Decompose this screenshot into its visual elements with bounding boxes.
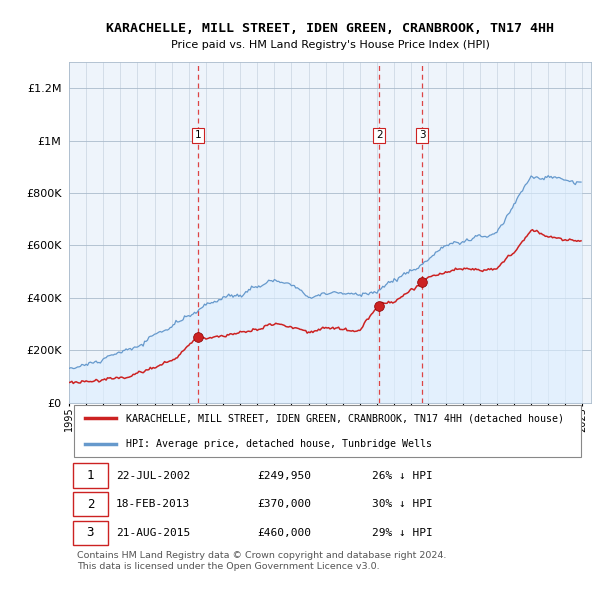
Text: 29% ↓ HPI: 29% ↓ HPI	[372, 527, 433, 537]
Text: £460,000: £460,000	[257, 527, 311, 537]
Text: 1: 1	[195, 130, 202, 140]
Text: 30% ↓ HPI: 30% ↓ HPI	[372, 499, 433, 509]
FancyBboxPatch shape	[73, 492, 108, 516]
Text: HPI: Average price, detached house, Tunbridge Wells: HPI: Average price, detached house, Tunb…	[127, 439, 433, 449]
Text: 18-FEB-2013: 18-FEB-2013	[116, 499, 190, 509]
Text: 1: 1	[86, 469, 94, 482]
FancyBboxPatch shape	[74, 405, 581, 457]
Text: 2: 2	[86, 497, 94, 510]
Text: 22-JUL-2002: 22-JUL-2002	[116, 471, 190, 480]
Text: KARACHELLE, MILL STREET, IDEN GREEN, CRANBROOK, TN17 4HH (detached house): KARACHELLE, MILL STREET, IDEN GREEN, CRA…	[127, 413, 565, 423]
Text: £249,950: £249,950	[257, 471, 311, 480]
Text: Price paid vs. HM Land Registry's House Price Index (HPI): Price paid vs. HM Land Registry's House …	[170, 40, 490, 50]
Text: 2: 2	[376, 130, 382, 140]
Text: £370,000: £370,000	[257, 499, 311, 509]
FancyBboxPatch shape	[73, 520, 108, 545]
Text: 3: 3	[419, 130, 425, 140]
Text: 21-AUG-2015: 21-AUG-2015	[116, 527, 190, 537]
Text: 26% ↓ HPI: 26% ↓ HPI	[372, 471, 433, 480]
Text: 3: 3	[86, 526, 94, 539]
FancyBboxPatch shape	[73, 464, 108, 487]
Text: Contains HM Land Registry data © Crown copyright and database right 2024.
This d: Contains HM Land Registry data © Crown c…	[77, 551, 446, 571]
Text: KARACHELLE, MILL STREET, IDEN GREEN, CRANBROOK, TN17 4HH: KARACHELLE, MILL STREET, IDEN GREEN, CRA…	[106, 22, 554, 35]
